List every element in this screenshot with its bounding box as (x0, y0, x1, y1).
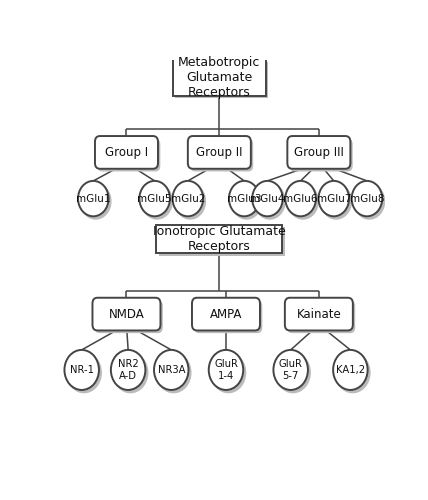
Text: NR2
A-D: NR2 A-D (118, 359, 139, 380)
FancyBboxPatch shape (192, 298, 260, 330)
Circle shape (175, 184, 205, 219)
Circle shape (229, 181, 259, 216)
Text: NR-1: NR-1 (70, 365, 94, 375)
Circle shape (154, 350, 188, 390)
Text: Group III: Group III (294, 146, 344, 159)
Text: mGlu8: mGlu8 (350, 194, 384, 203)
Circle shape (140, 181, 170, 216)
Circle shape (78, 181, 109, 216)
Text: Group II: Group II (196, 146, 243, 159)
FancyBboxPatch shape (159, 228, 285, 256)
Circle shape (336, 352, 370, 393)
FancyBboxPatch shape (285, 298, 353, 330)
FancyBboxPatch shape (97, 138, 160, 172)
Text: mGlu6: mGlu6 (283, 194, 318, 203)
Text: mGlu7: mGlu7 (317, 194, 351, 203)
Circle shape (142, 184, 172, 219)
Text: mGlu1: mGlu1 (76, 194, 110, 203)
Text: mGlu2: mGlu2 (171, 194, 205, 203)
Circle shape (67, 352, 101, 393)
Circle shape (80, 184, 111, 219)
FancyBboxPatch shape (92, 298, 160, 330)
Text: Metabotropic
Glutamate
Receptors: Metabotropic Glutamate Receptors (178, 56, 261, 99)
Circle shape (156, 352, 191, 393)
FancyBboxPatch shape (194, 300, 262, 333)
Text: Group I: Group I (105, 146, 148, 159)
Circle shape (231, 184, 262, 219)
Circle shape (172, 181, 203, 216)
FancyBboxPatch shape (156, 224, 282, 254)
FancyBboxPatch shape (188, 136, 251, 169)
Circle shape (285, 181, 316, 216)
Circle shape (255, 184, 285, 219)
Circle shape (65, 350, 99, 390)
Circle shape (273, 350, 308, 390)
FancyBboxPatch shape (173, 59, 266, 96)
Text: AMPA: AMPA (210, 308, 242, 320)
FancyBboxPatch shape (95, 136, 158, 169)
Circle shape (209, 350, 243, 390)
Circle shape (276, 352, 310, 393)
Text: GluR
1-4: GluR 1-4 (214, 359, 238, 380)
Text: mGlu3: mGlu3 (227, 194, 262, 203)
Text: NMDA: NMDA (109, 308, 144, 320)
Circle shape (111, 350, 146, 390)
Circle shape (252, 181, 283, 216)
FancyBboxPatch shape (175, 62, 268, 98)
FancyBboxPatch shape (287, 300, 355, 333)
Text: mGlu4: mGlu4 (250, 194, 285, 203)
Circle shape (333, 350, 368, 390)
Circle shape (352, 181, 382, 216)
FancyBboxPatch shape (190, 138, 253, 172)
Circle shape (113, 352, 148, 393)
Circle shape (321, 184, 351, 219)
Text: Kainate: Kainate (297, 308, 341, 320)
Circle shape (354, 184, 384, 219)
Circle shape (211, 352, 246, 393)
Text: KA1,2: KA1,2 (336, 365, 365, 375)
Circle shape (288, 184, 318, 219)
FancyBboxPatch shape (95, 300, 163, 333)
FancyBboxPatch shape (290, 138, 353, 172)
Text: NR3A: NR3A (158, 365, 185, 375)
Circle shape (318, 181, 349, 216)
Text: GluR
5-7: GluR 5-7 (279, 359, 303, 380)
Text: mGlu5: mGlu5 (137, 194, 172, 203)
FancyBboxPatch shape (287, 136, 351, 169)
Text: Ionotropic Glutamate
Receptors: Ionotropic Glutamate Receptors (153, 225, 286, 253)
